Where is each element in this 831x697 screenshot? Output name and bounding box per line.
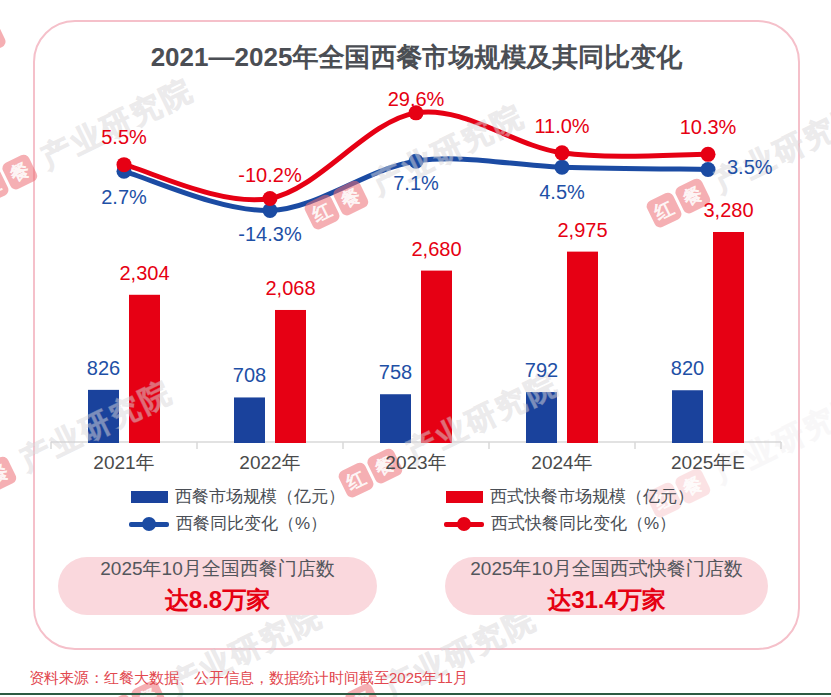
chart-title: 2021—2025年全国西餐市场规模及其同比变化 — [33, 40, 800, 75]
legend-symbol-red-line — [444, 517, 484, 531]
stat-pill-western-line1: 2025年10月全国西餐门店数 — [100, 556, 334, 582]
legend-item-line-western: 西餐同比变化（%） — [129, 512, 327, 535]
legend-item-line-fastfood: 西式快餐同比变化（%） — [444, 512, 676, 535]
legend-swatch-red-bar — [446, 491, 483, 503]
stat-pill-western-line2: 达8.8万家 — [165, 584, 270, 616]
legend-label-bar-western: 西餐市场规模（亿元） — [175, 485, 345, 508]
legend-label-line-fastfood: 西式快餐同比变化（%） — [491, 512, 676, 535]
source-note: 资料来源：红餐大数据、公开信息，数据统计时间截至2025年11月 — [29, 669, 468, 688]
bottom-divider — [0, 693, 831, 695]
stat-pill-fastfood: 2025年10月全国西式快餐门店数 达31.4万家 — [445, 557, 768, 615]
stat-pill-western: 2025年10月全国西餐门店数 达8.8万家 — [58, 557, 377, 615]
stat-pill-fastfood-line1: 2025年10月全国西式快餐门店数 — [470, 556, 742, 582]
legend-item-bar-fastfood: 西式快餐市场规模（亿元） — [446, 485, 694, 508]
legend-item-bar-western: 西餐市场规模（亿元） — [131, 485, 345, 508]
legend-label-line-western: 西餐同比变化（%） — [176, 512, 327, 535]
legend-label-bar-fastfood: 西式快餐市场规模（亿元） — [490, 485, 694, 508]
legend-symbol-blue-line — [129, 517, 169, 531]
legend-swatch-blue-bar — [131, 491, 168, 503]
stat-pill-fastfood-line2: 达31.4万家 — [547, 584, 666, 616]
